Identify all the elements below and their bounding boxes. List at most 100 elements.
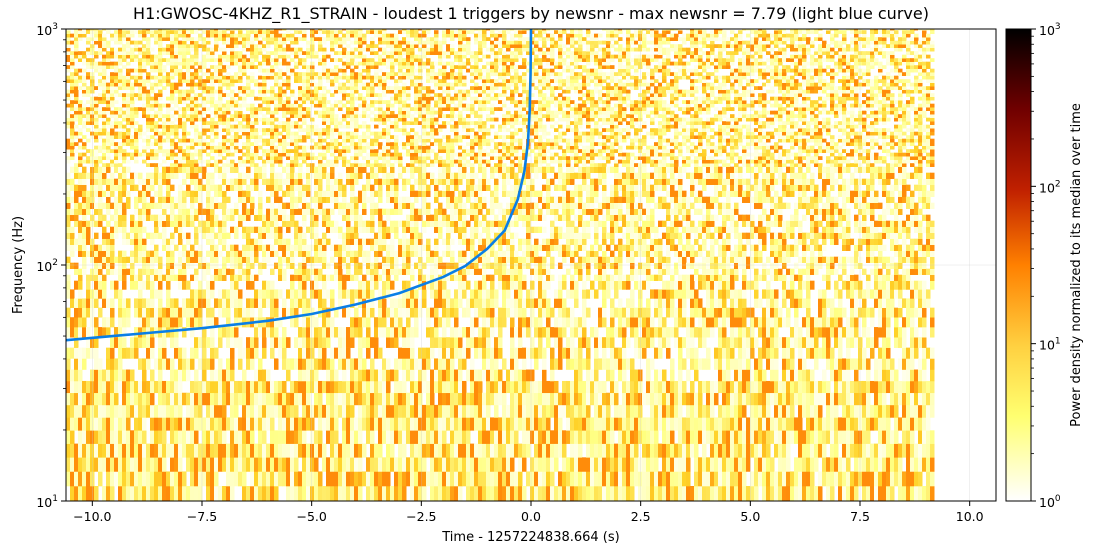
heat-cell (162, 51, 167, 55)
heat-cell (294, 159, 299, 164)
heat-cell (374, 238, 379, 245)
heat-cell (110, 100, 115, 104)
heat-cell (282, 51, 287, 55)
heat-cell (162, 471, 167, 487)
heat-cell (374, 75, 379, 80)
heat-cell (278, 417, 283, 431)
heat-cell (250, 280, 255, 290)
heat-cell (190, 190, 195, 197)
heat-cell (106, 58, 111, 62)
heat-cell (94, 184, 99, 191)
heat-cell (66, 184, 71, 191)
heat-cell (102, 166, 107, 173)
heat-cell (226, 79, 231, 83)
heat-cell (154, 226, 159, 233)
heat-cell (202, 103, 207, 108)
heat-cell (402, 142, 407, 146)
heat-cell (70, 149, 75, 153)
heat-cell (362, 337, 367, 348)
heat-cell (102, 202, 107, 209)
heat-cell (86, 220, 91, 227)
heat-cell (386, 380, 391, 394)
heat-cell (222, 298, 227, 308)
heat-cell (330, 30, 335, 34)
heat-cell (382, 30, 387, 34)
heat-cell (214, 380, 219, 394)
heat-cell (278, 93, 283, 97)
heat-cell (126, 392, 131, 406)
heat-cell (186, 214, 191, 221)
heat-cell (210, 226, 215, 233)
heat-cell (158, 72, 163, 76)
heat-cell (318, 471, 323, 487)
heat-cell (346, 486, 351, 501)
heat-cell (122, 96, 127, 101)
heat-cell (70, 392, 75, 406)
heat-cell (86, 280, 91, 290)
heat-cell (330, 135, 335, 139)
heat-cell (306, 327, 311, 338)
heat-cell (262, 163, 267, 167)
heat-cell (294, 184, 299, 191)
heat-cell (214, 103, 219, 108)
heat-cell (358, 404, 363, 418)
heat-cell (190, 317, 195, 328)
heat-cell (346, 82, 351, 87)
heat-cell (262, 117, 267, 122)
heat-cell (302, 114, 307, 118)
heat-cell (158, 103, 163, 108)
heat-cell (162, 244, 167, 251)
heat-cell (78, 220, 83, 227)
heat-cell (282, 244, 287, 251)
heat-cell (306, 307, 311, 318)
heat-cell (222, 392, 227, 406)
heat-cell (246, 250, 251, 257)
heat-cell (234, 37, 239, 41)
heat-cell (102, 327, 107, 338)
heat-cell (126, 86, 131, 90)
heat-cell (398, 44, 403, 48)
heat-cell (170, 220, 175, 227)
heat-cell (138, 47, 143, 52)
heat-cell (318, 135, 323, 139)
heat-cell (170, 184, 175, 191)
heat-cell (370, 430, 375, 444)
heat-cell (214, 44, 219, 48)
heat-cell (198, 29, 203, 31)
heat-cell (370, 58, 375, 62)
heat-cell (298, 86, 303, 90)
heat-cell (170, 47, 175, 52)
heat-cell (266, 117, 271, 122)
heat-cell (102, 61, 107, 66)
heat-cell (114, 121, 119, 125)
heat-cell (70, 327, 75, 338)
heat-cell (334, 202, 339, 209)
heat-cell (126, 142, 131, 146)
heat-cell (398, 208, 403, 215)
heat-cell (270, 307, 275, 318)
heat-cell (134, 135, 139, 139)
heat-cell (118, 262, 123, 269)
heat-cell (302, 369, 307, 382)
heat-cell (390, 163, 395, 167)
heat-cell (398, 317, 403, 328)
heat-cell (310, 156, 315, 160)
heat-cell (126, 47, 131, 52)
heat-cell (394, 337, 399, 348)
heat-cell (354, 110, 359, 115)
heat-cell (314, 51, 319, 55)
heat-cell (126, 196, 131, 203)
heat-cell (274, 107, 279, 111)
heat-cell (262, 471, 267, 487)
heat-cell (122, 214, 127, 221)
heat-cell (390, 75, 395, 80)
heat-cell (230, 30, 235, 34)
heat-cell (198, 337, 203, 348)
heat-cell (318, 274, 323, 281)
heat-cell (214, 79, 219, 83)
heat-cell (66, 30, 71, 34)
heat-cell (294, 152, 299, 157)
heat-cell (386, 262, 391, 269)
heat-cell (102, 274, 107, 281)
heat-cell (166, 184, 171, 191)
